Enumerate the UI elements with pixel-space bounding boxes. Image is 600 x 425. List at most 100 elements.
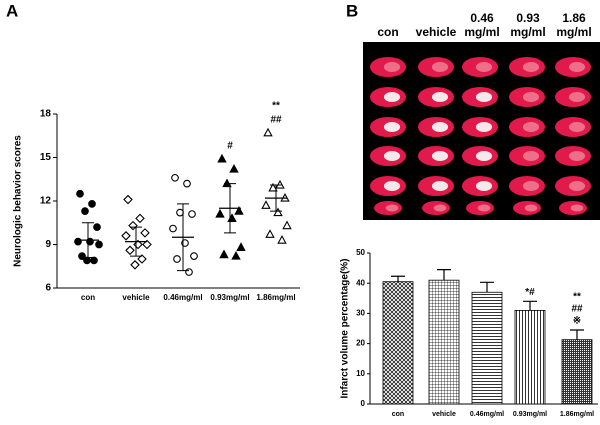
- annotation: ##: [571, 304, 583, 315]
- error-bar: [224, 183, 236, 234]
- point: [142, 239, 152, 250]
- slice-core: [431, 181, 449, 191]
- y-tick-label: 18: [40, 109, 52, 120]
- y-tick-label: 50: [356, 248, 365, 257]
- x-tick-label: vehicle: [122, 293, 150, 302]
- point: [217, 153, 227, 163]
- bar: [382, 281, 414, 405]
- point: [268, 182, 278, 192]
- error-bar: [391, 275, 405, 282]
- slice-core: [570, 204, 584, 212]
- error-bar: [270, 184, 282, 212]
- point: [263, 127, 273, 137]
- bar: [471, 291, 503, 405]
- point: [185, 268, 193, 276]
- y-axis-label: Neurologic behavior scores: [13, 135, 24, 267]
- x-tick-label: vehicle: [432, 411, 456, 418]
- point: [83, 256, 91, 265]
- error-bar: [437, 269, 451, 281]
- column-label: mg/ml: [464, 25, 499, 39]
- error-bar: [570, 329, 584, 340]
- point: [130, 260, 140, 270]
- bar: [561, 339, 593, 405]
- brain-slices: [370, 57, 591, 215]
- x-tick-label: 0.93mg/ml: [513, 411, 547, 418]
- point: [74, 237, 82, 246]
- point: [171, 173, 179, 182]
- slice-core: [385, 204, 399, 212]
- panel-label: B: [346, 1, 358, 20]
- slice-core: [522, 92, 540, 102]
- x-tick-label: 0.93mg/ml: [210, 293, 249, 302]
- point: [128, 220, 138, 231]
- y-tick-label: 30: [356, 309, 365, 318]
- slice-core: [475, 92, 493, 102]
- point: [135, 213, 145, 224]
- point: [140, 228, 150, 238]
- slice-core: [433, 204, 447, 212]
- point: [229, 163, 239, 173]
- point: [90, 256, 98, 265]
- slice-core: [475, 62, 493, 72]
- point: [123, 194, 133, 205]
- column-label: mg/ml: [556, 25, 591, 39]
- point: [125, 245, 135, 256]
- slice-core: [431, 151, 449, 161]
- annotation: **: [573, 292, 581, 303]
- slice-core: [568, 122, 586, 132]
- point: [282, 220, 292, 230]
- slice-core: [568, 181, 586, 191]
- slice-core: [475, 181, 493, 191]
- slice-core: [524, 204, 538, 212]
- y-tick-label: 15: [40, 152, 52, 163]
- error-bar: [177, 203, 189, 272]
- y-tick-label: 40: [356, 278, 365, 287]
- y-tick-label: 0: [361, 399, 366, 408]
- point: [215, 208, 225, 218]
- column-label: mg/ml: [510, 25, 545, 39]
- point: [234, 205, 244, 215]
- panel-label: A: [6, 1, 18, 20]
- point: [81, 207, 89, 215]
- slice-core: [568, 62, 586, 72]
- point: [93, 223, 101, 231]
- error-bar: [523, 300, 537, 311]
- slice-core: [431, 92, 449, 102]
- slice-core: [383, 181, 401, 191]
- point: [169, 224, 177, 233]
- slice-core: [522, 181, 540, 191]
- point: [176, 208, 184, 217]
- point: [227, 213, 237, 222]
- x-tick-label: con: [392, 411, 404, 418]
- slice-core: [431, 122, 449, 132]
- x-tick-label: 1.86mg/ml: [256, 293, 295, 302]
- slice-core: [522, 122, 540, 132]
- slice-core: [568, 151, 586, 161]
- column-label: con: [377, 25, 398, 39]
- y-tick-label: 20: [356, 339, 365, 348]
- slice-core: [431, 62, 449, 72]
- point: [121, 231, 131, 241]
- slice-core: [475, 151, 493, 161]
- point: [190, 252, 198, 260]
- annotation: #: [227, 141, 233, 152]
- annotation: ※: [573, 316, 581, 327]
- column-label: 1.86: [562, 11, 586, 25]
- point: [231, 250, 241, 260]
- annotation: **: [272, 100, 280, 111]
- slice-core: [568, 92, 586, 102]
- error-bar: [480, 281, 494, 293]
- point: [95, 240, 103, 249]
- column-label: 0.46: [470, 11, 494, 25]
- x-tick-label: 0.46mg/ml: [163, 293, 202, 302]
- point: [183, 179, 191, 188]
- column-label: 0.93: [516, 11, 540, 25]
- point: [277, 234, 287, 244]
- point: [88, 200, 96, 208]
- annotation: ##: [270, 114, 282, 125]
- column-label: vehicle: [416, 25, 457, 39]
- slice-core: [383, 122, 401, 132]
- point: [273, 207, 283, 217]
- y-tick-label: 12: [40, 196, 52, 207]
- point: [76, 189, 84, 198]
